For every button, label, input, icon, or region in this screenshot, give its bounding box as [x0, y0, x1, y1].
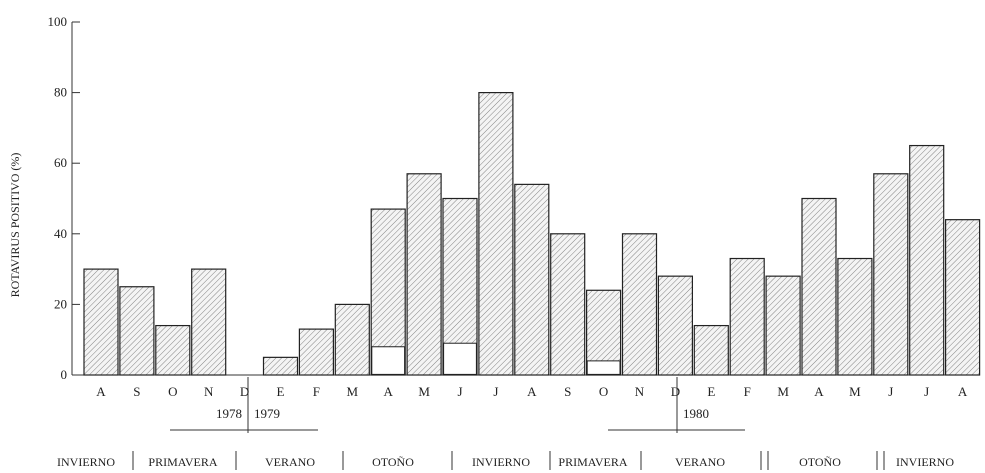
bar [944, 219, 981, 376]
y-tick-label: 60 [54, 155, 67, 170]
x-tick-label: E [277, 384, 285, 399]
x-tick-label: N [635, 384, 645, 399]
bar [83, 268, 119, 376]
x-tick-label: M [347, 384, 359, 399]
season-label: OTOÑO [372, 455, 414, 469]
x-tick-label: J [924, 384, 929, 399]
bar [837, 257, 873, 376]
year-label-1978: 1978 [216, 406, 242, 421]
bar [514, 183, 550, 376]
bar [406, 173, 442, 376]
season-label: INVIERNO [57, 455, 115, 469]
bar [801, 197, 837, 376]
x-tick-label: A [527, 384, 537, 399]
y-tick-label: 40 [54, 226, 67, 241]
x-tick-label: A [384, 384, 394, 399]
y-tick-label: 0 [61, 367, 68, 382]
bar [909, 144, 945, 376]
x-tick-label: D [671, 384, 680, 399]
x-tick-label: J [457, 384, 462, 399]
y-tick-label: 20 [54, 296, 67, 311]
bar-inner-segment [443, 342, 477, 375]
bar [873, 173, 909, 376]
season-label: INVIERNO [472, 455, 530, 469]
season-labels: INVIERNO PRIMAVERA VERANO OTOÑO INVIERNO PRIM… [57, 451, 954, 470]
y-tick-label: 80 [54, 85, 67, 100]
bar [657, 275, 694, 376]
y-axis: ROTAVIRUS POSITIVO (%) [8, 22, 73, 375]
x-tick-label: M [418, 384, 430, 399]
bar-inner-segment [371, 346, 406, 375]
x-tick-label: N [204, 384, 214, 399]
x-tick-label: E [707, 384, 715, 399]
x-tick-label: A [96, 384, 106, 399]
x-tick-label: S [564, 384, 571, 399]
x-tick-label: F [313, 384, 320, 399]
bar [155, 324, 191, 376]
x-tick-label: M [849, 384, 861, 399]
bar [119, 286, 155, 376]
x-tick-label: A [814, 384, 824, 399]
season-label: VERANO [265, 455, 315, 469]
bar [334, 303, 370, 376]
year-markers [170, 377, 745, 433]
bar [729, 257, 765, 376]
bar-inner-segment [586, 360, 621, 375]
y-tick-label: 100 [48, 14, 68, 29]
x-tick-label: O [599, 384, 608, 399]
x-tick-label: S [133, 384, 140, 399]
bar [298, 328, 334, 376]
x-tick-label: O [168, 384, 177, 399]
x-tick-label: A [958, 384, 968, 399]
season-label: PRIMAVERA [558, 455, 627, 469]
bar [693, 324, 729, 376]
x-tick-label: M [777, 384, 789, 399]
bar [765, 275, 801, 376]
season-label: INVIERNO [896, 455, 954, 469]
season-label: PRIMAVERA [148, 455, 217, 469]
bar [262, 356, 299, 376]
bar [478, 91, 514, 376]
y-axis-label: ROTAVIRUS POSITIVO (%) [8, 153, 22, 298]
x-tick-label: J [493, 384, 498, 399]
x-tick-label: J [888, 384, 893, 399]
year-label-1980: 1980 [683, 406, 709, 421]
y-ticks: 0 20 40 60 80 100 [48, 14, 80, 382]
season-label: OTOÑO [799, 455, 841, 469]
bars [83, 91, 981, 376]
x-tick-label: F [744, 384, 751, 399]
bar [550, 233, 586, 376]
x-tick-label: D [240, 384, 249, 399]
year-label-1979: 1979 [254, 406, 280, 421]
season-label: VERANO [675, 455, 725, 469]
bar [191, 268, 227, 376]
bar [621, 233, 658, 376]
